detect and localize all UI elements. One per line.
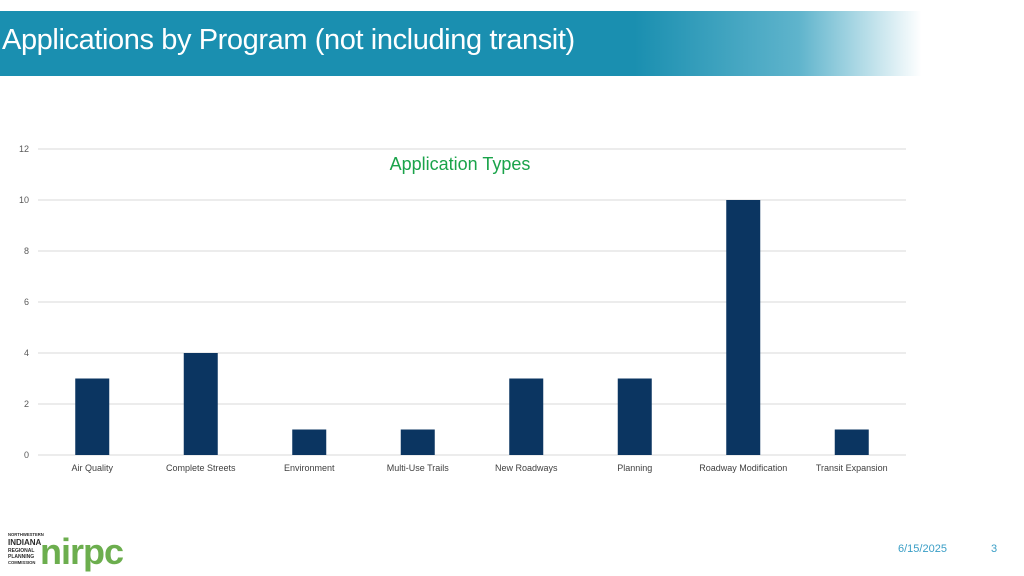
- x-tick-label: Environment: [284, 463, 335, 473]
- y-tick-label: 4: [24, 348, 29, 358]
- bar-new-roadways: [509, 378, 544, 455]
- page-number: 3: [991, 543, 998, 555]
- logo-line-2: INDIANA: [8, 538, 42, 547]
- slide-title: Applications by Program (not including t…: [2, 24, 575, 56]
- bar-air-quality: [75, 378, 110, 455]
- x-tick-label: Roadway Modification: [699, 463, 787, 473]
- logo-line-1: NORTHWESTERN: [8, 532, 44, 537]
- x-tick-label: New Roadways: [495, 463, 558, 473]
- x-tick-label: Multi-Use Trails: [387, 463, 450, 473]
- slide-date: 6/15/2025: [898, 543, 947, 555]
- y-tick-label: 10: [19, 195, 29, 205]
- logo-line-5: COMMISSION: [8, 560, 35, 565]
- y-tick-label: 2: [24, 399, 29, 409]
- bar-complete-streets: [183, 353, 218, 455]
- bar-environment: [292, 429, 327, 455]
- bar-planning: [617, 378, 652, 455]
- y-tick-label: 0: [24, 450, 29, 460]
- x-tick-label: Planning: [617, 463, 652, 473]
- x-tick-label: Complete Streets: [166, 463, 236, 473]
- logo-wordmark: nirpc: [40, 531, 123, 572]
- x-tick-label: Air Quality: [71, 463, 113, 473]
- title-banner: [0, 11, 1024, 76]
- x-tick-label: Transit Expansion: [816, 463, 888, 473]
- y-tick-label: 12: [19, 144, 29, 154]
- nirpc-logo: NORTHWESTERN INDIANA REGIONAL PLANNING C…: [8, 531, 124, 572]
- logo-line-4: PLANNING: [8, 554, 34, 560]
- y-tick-label: 8: [24, 246, 29, 256]
- bar-chart: 0 2 4 6 8 10 12 Air Quality Complete Streets Envi…: [19, 144, 906, 473]
- logo-line-3: REGIONAL: [8, 548, 34, 554]
- bar-roadway-modification: [726, 200, 761, 455]
- chart-title: Application Types: [390, 154, 531, 174]
- bar-multi-use-trails: [400, 429, 435, 455]
- bar-transit-expansion: [834, 429, 869, 455]
- y-tick-label: 6: [24, 297, 29, 307]
